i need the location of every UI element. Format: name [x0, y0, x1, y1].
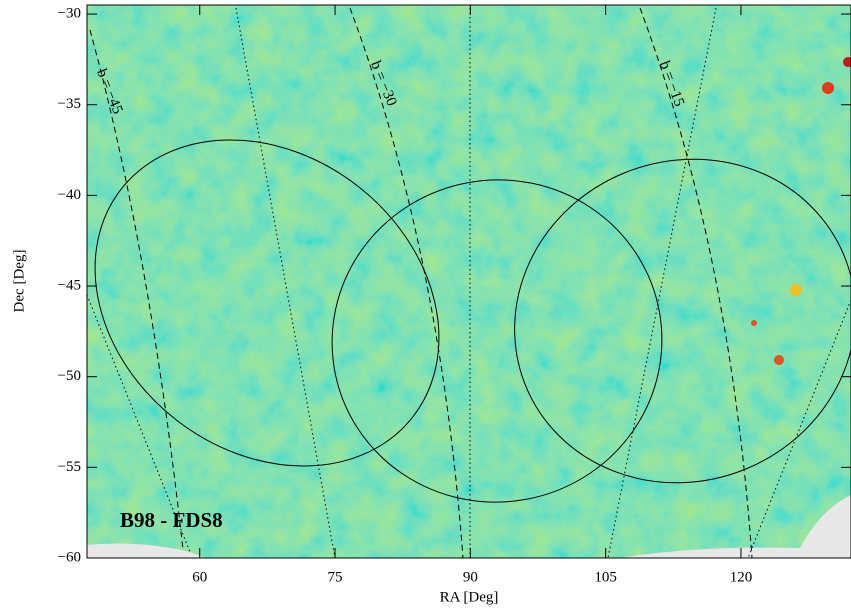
map-image: [87, 5, 851, 558]
y-tick-label: −35: [58, 96, 81, 112]
x-tick-label: 90: [463, 569, 478, 585]
y-tick-label: −50: [58, 368, 81, 384]
axes: 60 75 90 105 120 −60 −55 −50 −45 −40 −35 −30: [58, 5, 851, 585]
y-tick-label: −45: [58, 277, 81, 293]
y-tick-label: −60: [58, 549, 81, 565]
x-tick-label: 60: [192, 569, 207, 585]
y-axis-title: Dec [Deg]: [11, 250, 27, 313]
x-tick-label: 120: [730, 569, 753, 585]
y-tick-label: −40: [58, 187, 81, 203]
y-tick-label: −30: [58, 6, 81, 22]
plot-frame: [86, 4, 851, 559]
panel-title: B98 - FDS8: [120, 508, 223, 532]
x-tick-label: 105: [594, 569, 617, 585]
x-tick-label: 75: [328, 569, 343, 585]
x-axis-title: RA [Deg]: [440, 589, 499, 605]
y-tick-label: −55: [58, 459, 81, 475]
